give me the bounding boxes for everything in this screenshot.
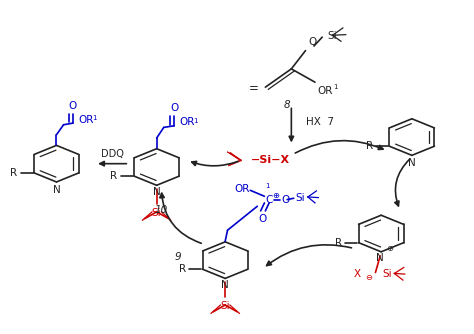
Text: R: R <box>110 171 118 181</box>
Text: =: = <box>248 82 258 95</box>
Text: 1: 1 <box>265 183 270 189</box>
Text: −Si−X: −Si−X <box>251 155 290 165</box>
Text: HX  7: HX 7 <box>306 117 334 127</box>
Text: OR: OR <box>79 115 94 125</box>
Text: N: N <box>153 187 161 197</box>
Text: R: R <box>10 168 18 178</box>
Text: Si: Si <box>328 31 337 41</box>
Text: 1: 1 <box>333 84 337 90</box>
Text: Si: Si <box>220 301 230 311</box>
Text: Si: Si <box>152 207 162 217</box>
Text: O: O <box>170 103 178 113</box>
Text: 8: 8 <box>283 101 290 111</box>
Text: N: N <box>376 253 384 263</box>
Text: 1: 1 <box>92 115 96 121</box>
Text: OR: OR <box>318 86 333 96</box>
Text: ⊕: ⊕ <box>273 191 280 200</box>
Text: OR: OR <box>180 118 195 128</box>
Text: 9: 9 <box>174 252 181 262</box>
Text: N: N <box>53 185 60 195</box>
Text: Si: Si <box>383 269 392 279</box>
Text: ⊖: ⊖ <box>365 273 372 282</box>
Text: O: O <box>308 37 316 47</box>
Text: C: C <box>265 195 273 205</box>
Text: OR: OR <box>235 184 250 194</box>
Text: O: O <box>259 213 267 223</box>
Text: O: O <box>281 195 289 205</box>
Text: R: R <box>365 141 373 151</box>
Text: X: X <box>353 269 360 279</box>
Text: R: R <box>335 238 342 248</box>
Text: N: N <box>408 158 416 168</box>
Text: R: R <box>179 264 186 274</box>
Text: ⊕: ⊕ <box>386 244 393 253</box>
Text: N: N <box>221 281 229 291</box>
Text: Si: Si <box>295 193 305 203</box>
Text: 1: 1 <box>193 118 198 124</box>
Text: O: O <box>68 101 76 111</box>
Text: 10: 10 <box>155 205 168 215</box>
Text: DDQ: DDQ <box>101 149 124 159</box>
